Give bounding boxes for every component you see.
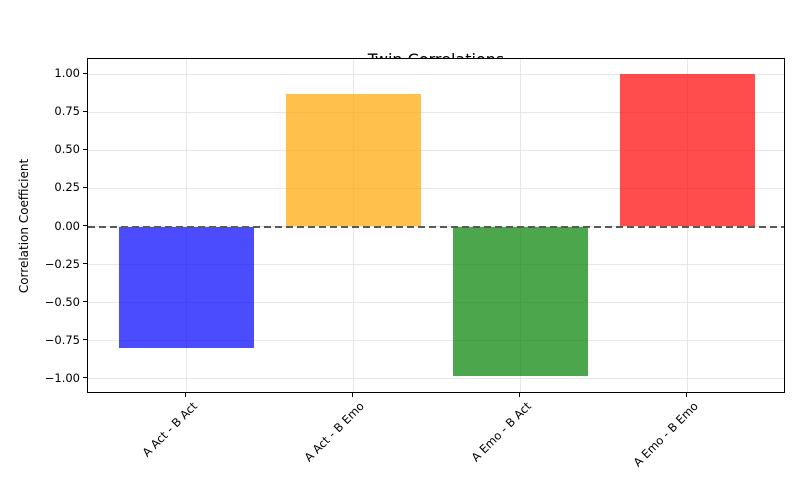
y-tick-mark xyxy=(83,148,87,150)
y-tick-label: 0.25 xyxy=(54,180,80,195)
bar-a-act-b-emo xyxy=(286,94,421,227)
y-gridline xyxy=(88,340,784,342)
x-tick-label: A Act - B Emo xyxy=(300,399,367,465)
y-tick-label: −0.75 xyxy=(44,332,80,347)
x-tick-mark xyxy=(185,393,186,397)
y-tick-mark xyxy=(83,110,87,112)
y-tick-mark xyxy=(83,186,87,188)
y-gridline xyxy=(88,73,784,75)
y-tick-label: 1.00 xyxy=(54,66,80,81)
x-tick-mark xyxy=(686,393,687,397)
y-tick-label: −1.00 xyxy=(44,370,80,385)
x-tick-label: A Emo - B Act xyxy=(467,399,534,465)
plot-area xyxy=(87,58,785,393)
y-tick-mark xyxy=(83,377,87,379)
y-axis-label: Correlation Coefficient xyxy=(17,158,31,294)
bar-a-act-b-act xyxy=(119,226,254,349)
y-tick-mark xyxy=(83,72,87,74)
y-gridline xyxy=(88,187,784,189)
y-tick-label: 0.50 xyxy=(54,142,80,157)
x-tick-label: A Act - B Act xyxy=(138,399,200,460)
zero-reference-line xyxy=(88,225,784,228)
y-gridline xyxy=(88,264,784,266)
bar-a-emo-b-emo xyxy=(620,74,755,227)
y-tick-label: −0.50 xyxy=(44,294,80,309)
y-tick-mark xyxy=(83,339,87,341)
bar-a-emo-b-act xyxy=(453,226,588,376)
y-tick-label: −0.25 xyxy=(44,256,80,271)
y-gridline xyxy=(88,302,784,304)
y-tick-mark xyxy=(83,301,87,303)
y-gridline xyxy=(88,149,784,151)
y-tick-label: 0.00 xyxy=(54,218,80,233)
x-tick-label: A Emo - B Emo xyxy=(630,399,701,470)
y-gridline xyxy=(88,111,784,113)
x-tick-mark xyxy=(519,393,520,397)
y-tick-label: 0.75 xyxy=(54,104,80,119)
x-tick-mark xyxy=(352,393,353,397)
y-tick-mark xyxy=(83,225,87,226)
y-tick-mark xyxy=(83,263,87,265)
y-gridline xyxy=(88,378,784,380)
